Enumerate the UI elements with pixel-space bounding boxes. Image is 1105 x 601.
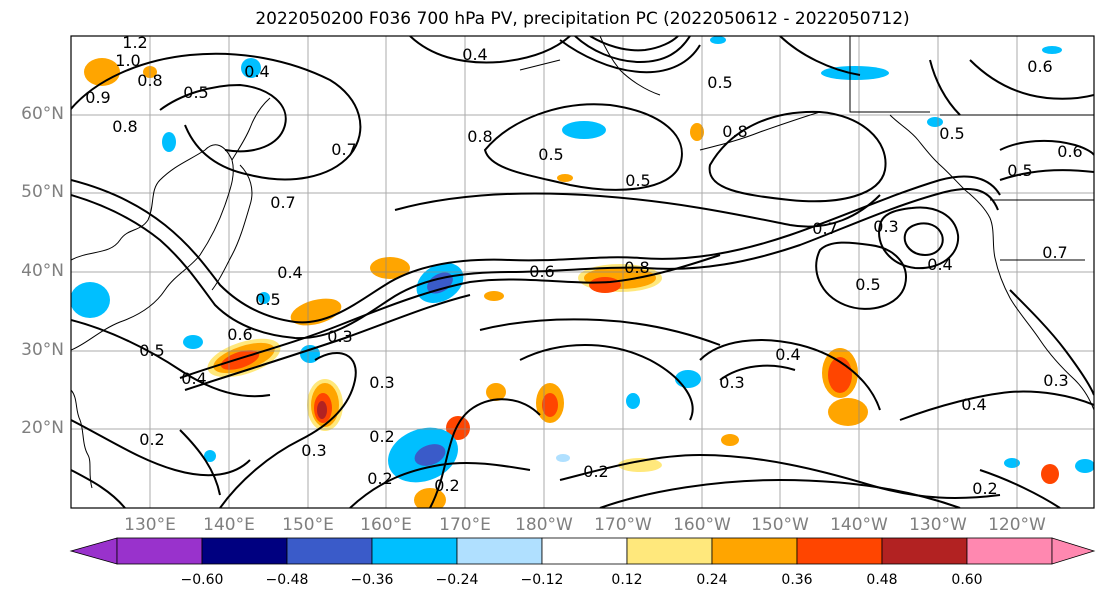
lon-label: 180°W <box>515 515 573 535</box>
contour-label: 0.5 <box>538 145 563 164</box>
precip-positive-shading <box>84 58 1059 508</box>
lat-label: 30°N <box>21 340 64 360</box>
contour-label: 0.2 <box>583 462 608 481</box>
contour-label: 0.2 <box>369 427 394 446</box>
gridlines <box>71 36 1094 508</box>
contour-label: 0.4 <box>961 395 986 414</box>
contour-label: 0.5 <box>939 124 964 143</box>
map-area: 1.2 1.0 0.8 0.9 0.8 0.5 0.4 0.4 0.8 0.7 … <box>71 33 1094 508</box>
contour-label: 1.0 <box>115 51 140 70</box>
lat-label: 40°N <box>21 261 64 281</box>
map-title: 2022050200 F036 700 hPa PV, precipitatio… <box>255 9 910 29</box>
contour-label: 0.4 <box>775 345 800 364</box>
colorbar-tick-label: 0.12 <box>611 572 643 588</box>
colorbar <box>69 537 1096 565</box>
colorbar-extend-high <box>1051 537 1096 565</box>
contour-label: 0.7 <box>1042 243 1067 262</box>
colorbar-tick-label: −0.12 <box>520 572 564 588</box>
lon-label: 140°E <box>203 515 255 535</box>
contour-label: 0.3 <box>1043 371 1068 390</box>
contour-label: 0.3 <box>873 217 898 236</box>
contour-label: 0.3 <box>327 327 352 346</box>
contour-label: 0.5 <box>1007 161 1032 180</box>
contour-label: 0.8 <box>722 122 747 141</box>
contour-label: 0.6 <box>227 325 252 344</box>
contour-label: 0.4 <box>462 45 487 64</box>
contour-label: 0.8 <box>137 71 162 90</box>
contour-label: 0.4 <box>277 263 302 282</box>
contour-label: 0.5 <box>183 83 208 102</box>
map-frame <box>70 35 1095 509</box>
lat-label: 20°N <box>21 418 64 438</box>
lon-label: 130°W <box>909 515 967 535</box>
contour-label: 0.2 <box>367 469 392 488</box>
lon-label: 150°W <box>751 515 809 535</box>
contour-label: 0.6 <box>1057 142 1082 161</box>
contour-labels: 1.2 1.0 0.8 0.9 0.8 0.5 0.4 0.4 0.8 0.7 … <box>85 33 1082 498</box>
contour-label: 0.5 <box>855 275 880 294</box>
contour-label: 0.4 <box>181 369 206 388</box>
contour-label: 0.9 <box>85 88 110 107</box>
lon-label: 140°W <box>830 515 888 535</box>
precip-negative-shading <box>71 36 1094 483</box>
contour-label: 0.3 <box>369 373 394 392</box>
lon-label: 130°E <box>124 515 176 535</box>
lon-label: 160°E <box>360 515 412 535</box>
lon-label: 150°E <box>282 515 334 535</box>
coastlines <box>71 36 1094 489</box>
colorbar-tick-label: −0.48 <box>265 572 309 588</box>
contour-label: 0.5 <box>707 73 732 92</box>
colorbar-tick-label: 0.36 <box>781 572 813 588</box>
contour-label: 0.6 <box>529 262 554 281</box>
colorbar-tick-label: 0.48 <box>866 572 898 588</box>
contour-label: 0.8 <box>112 117 137 136</box>
contour-label: 0.8 <box>624 258 649 277</box>
contour-label: 0.2 <box>972 479 997 498</box>
colorbar-tick-label: 0.24 <box>696 572 728 588</box>
contour-label: 0.5 <box>139 341 164 360</box>
lon-label: 170°W <box>594 515 652 535</box>
contour-label: 0.3 <box>301 441 326 460</box>
contour-label: 0.5 <box>255 290 280 309</box>
lat-label: 60°N <box>21 104 64 124</box>
contour-label: 0.8 <box>467 127 492 146</box>
contour-label: 0.7 <box>270 193 295 212</box>
contour-label: 0.7 <box>812 219 837 238</box>
lon-label: 170°E <box>439 515 491 535</box>
lat-label: 50°N <box>21 182 64 202</box>
contour-label: 0.2 <box>139 430 164 449</box>
contour-label: 0.2 <box>434 476 459 495</box>
pv-contours <box>71 36 1094 508</box>
colorbar-extend-low <box>69 537 118 565</box>
contour-label: 0.6 <box>1027 57 1052 76</box>
colorbar-tick-label: −0.24 <box>435 572 479 588</box>
contour-label: 0.3 <box>719 373 744 392</box>
colorbar-tick-label: −0.36 <box>350 572 394 588</box>
contour-label: 1.2 <box>122 33 147 52</box>
lon-label: 160°W <box>673 515 731 535</box>
colorbar-tick-label: 0.60 <box>951 572 983 588</box>
contour-label: 0.4 <box>927 255 952 274</box>
contour-label: 0.7 <box>331 140 356 159</box>
contour-label: 0.5 <box>625 171 650 190</box>
colorbar-tick-label: −0.60 <box>180 572 224 588</box>
lon-label: 120°W <box>988 515 1046 535</box>
contour-label: 0.4 <box>244 62 269 81</box>
